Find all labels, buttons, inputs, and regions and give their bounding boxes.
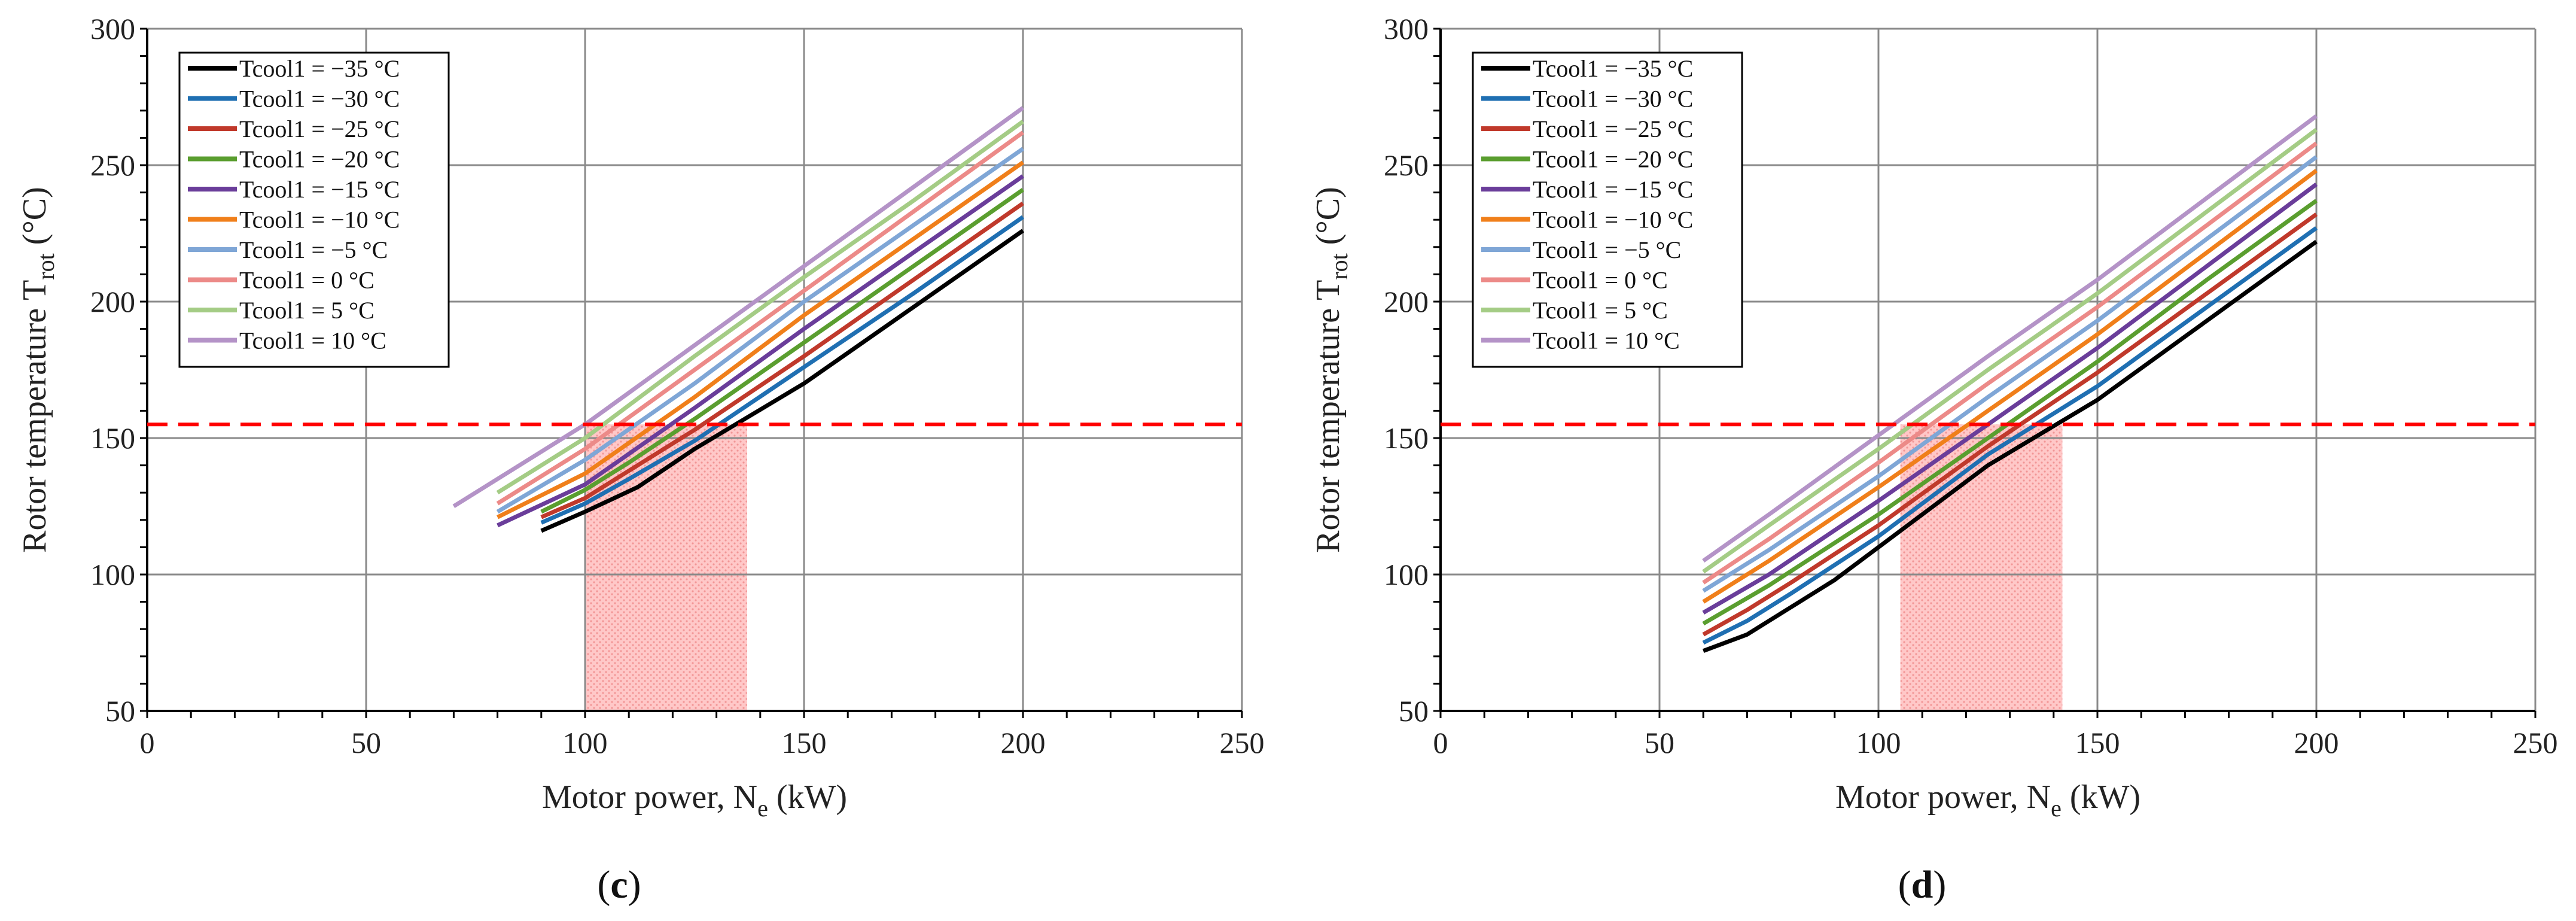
x-tick-label: 250: [1220, 726, 1265, 759]
legend-box: [178, 51, 450, 368]
y-tick-label: 300: [90, 12, 135, 45]
series-line: [1702, 141, 2318, 585]
y-axis-title-text: Rotor temperature T: [1310, 280, 1347, 553]
x-tick-label: 0: [140, 726, 155, 759]
series-line: [1702, 169, 2318, 604]
legend-label: Tcool1 = −15 °C: [239, 176, 400, 203]
legend-label: Tcool1 = −25 °C: [1533, 115, 1693, 142]
legend-label: Tcool1 = −10 °C: [239, 206, 400, 233]
x-tick-label: 200: [1001, 726, 1046, 759]
x-axis-title-unit: (kW): [2062, 779, 2140, 816]
y-axis-title-text: Rotor temperature T: [16, 280, 53, 553]
series-line: [497, 174, 1025, 528]
panel-label-letter: c: [610, 863, 628, 907]
series-line: [1702, 127, 2318, 574]
legend-label: Tcool1 = −30 °C: [1533, 86, 1693, 113]
legend-label: Tcool1 = −10 °C: [1533, 206, 1693, 233]
legend-label: Tcool1 = 10 °C: [1533, 327, 1680, 354]
y-axis-title: Rotor temperature Trot (°C): [1310, 187, 1353, 553]
legend-label: Tcool1 = −5 °C: [239, 236, 388, 263]
legend-label: Tcool1 = 0 °C: [239, 267, 374, 294]
legend-label: Tcool1 = 10 °C: [239, 327, 386, 354]
y-tick-label: 150: [1384, 421, 1429, 455]
x-axis-title: Motor power, Ne (kW): [542, 779, 847, 822]
panel-label-open: (: [1898, 863, 1911, 907]
x-tick-label: 100: [563, 726, 608, 759]
y-tick-label: 50: [105, 694, 135, 728]
panel-label: (d): [1898, 863, 1947, 907]
series-line: [1702, 114, 2318, 563]
legend-label: Tcool1 = −25 °C: [239, 115, 400, 142]
series-line: [540, 229, 1025, 533]
series-line: [540, 201, 1025, 519]
x-axis-title-subscript: e: [757, 795, 768, 822]
x-axis-title-subscript: e: [2051, 795, 2062, 822]
legend-box: [1472, 51, 1743, 368]
series-line: [1702, 212, 2318, 637]
x-tick-label: 50: [1645, 726, 1674, 759]
y-axis-title-unit: (°C): [1310, 187, 1347, 253]
x-tick-label: 50: [351, 726, 381, 759]
legend-label: Tcool1 = 0 °C: [1533, 267, 1668, 294]
legend-label: Tcool1 = 5 °C: [1533, 297, 1668, 324]
y-axis-title-subscript: rot: [32, 253, 59, 279]
series-line: [496, 120, 1025, 495]
series-line: [497, 160, 1025, 519]
legend-label: Tcool1 = −35 °C: [239, 55, 400, 82]
y-tick-label: 250: [1384, 148, 1429, 182]
x-axis-title-text: Motor power, N: [542, 779, 757, 816]
x-tick-label: 250: [2513, 726, 2558, 759]
panel-label-letter: d: [1911, 863, 1933, 907]
legend-label: Tcool1 = −15 °C: [1533, 176, 1693, 203]
y-axis-title: Rotor temperature Trot (°C): [16, 187, 59, 553]
x-axis-title-unit: (kW): [768, 779, 847, 816]
panel-label: (c): [597, 863, 641, 907]
y-tick-label: 100: [1384, 558, 1429, 591]
y-tick-label: 50: [1399, 694, 1429, 728]
x-tick-label: 200: [2294, 726, 2339, 759]
legend-label: Tcool1 = −30 °C: [239, 86, 400, 113]
series-line: [496, 130, 1025, 506]
y-tick-label: 100: [90, 558, 135, 591]
y-axis-title-unit: (°C): [16, 187, 53, 253]
legend-label: Tcool1 = −20 °C: [1533, 146, 1693, 173]
x-tick-label: 150: [782, 726, 827, 759]
x-tick-label: 150: [2075, 726, 2120, 759]
y-tick-label: 300: [1384, 12, 1429, 45]
series-line: [1702, 199, 2318, 626]
series-line: [540, 188, 1025, 514]
legend-label: Tcool1 = 5 °C: [239, 297, 374, 324]
x-axis-title-text: Motor power, N: [1835, 779, 2051, 816]
legend-label: Tcool1 = −20 °C: [239, 146, 400, 173]
legend-label: Tcool1 = −35 °C: [1533, 55, 1693, 82]
x-tick-label: 0: [1433, 726, 1448, 759]
y-tick-label: 150: [90, 421, 135, 455]
series-line: [452, 106, 1025, 508]
y-tick-label: 250: [90, 148, 135, 182]
y-tick-label: 200: [90, 285, 135, 318]
series-line: [540, 215, 1025, 525]
series-line: [496, 147, 1025, 514]
panel-label-close: ): [628, 863, 641, 907]
series-line: [1702, 239, 2318, 653]
y-tick-label: 200: [1384, 285, 1429, 318]
legend-label: Tcool1 = −5 °C: [1533, 236, 1681, 263]
y-axis-title-subscript: rot: [1326, 253, 1353, 279]
panel-label-close: ): [1933, 863, 1946, 907]
series-line: [1702, 226, 2318, 645]
x-tick-label: 100: [1856, 726, 1901, 759]
x-axis-title: Motor power, Ne (kW): [1835, 779, 2140, 822]
panel-label-open: (: [597, 863, 610, 907]
series-line: [1702, 155, 2318, 593]
